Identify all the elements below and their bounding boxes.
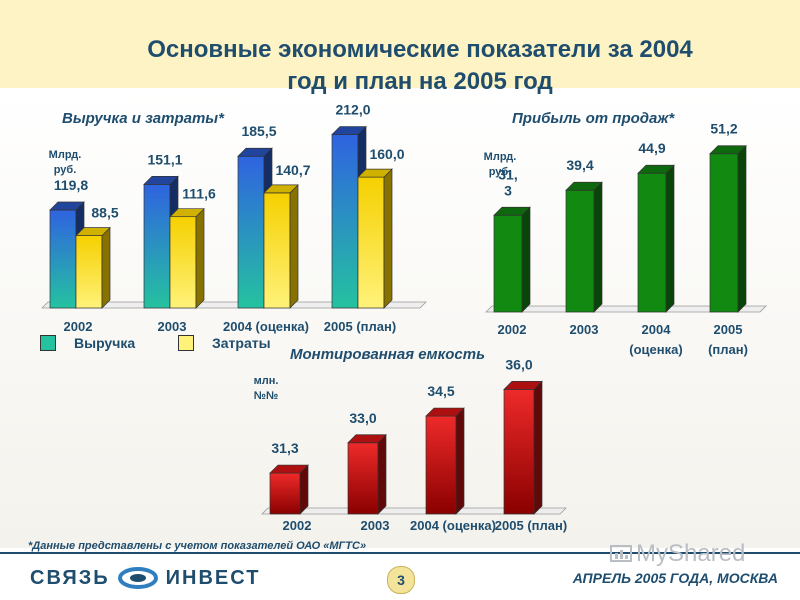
- profit-bar-2004: [637, 164, 675, 313]
- revenue-x-tick-2003: 2003: [158, 319, 187, 334]
- capacity-chart-unit: млн. №№: [246, 374, 286, 404]
- profit-bar-2002: [493, 206, 531, 313]
- costs-label-2004: 140,7: [275, 162, 310, 178]
- capacity-label-2002: 31,3: [271, 440, 298, 456]
- footnote: *Данные представлены с учетом показателе…: [28, 540, 367, 552]
- revenue-chart-unit: Млрд. руб.: [40, 148, 90, 178]
- profit-unit-line-2: руб.: [488, 166, 512, 178]
- costs-label-2003: 111,6: [182, 186, 216, 202]
- legend-costs-label: Затраты: [212, 335, 271, 351]
- watermark: MyShared: [610, 540, 745, 568]
- slide-title-line-2: год и план на 2005 год: [287, 68, 553, 95]
- revenue-label-2002: 119,8: [54, 177, 88, 193]
- profit-bar-2005: [709, 144, 747, 313]
- chart-floor: [261, 507, 567, 515]
- costs-bar-2002: [75, 226, 111, 309]
- profit-bar-2003: [565, 181, 603, 313]
- profit-x-tick-2004: 2004 (оценка): [629, 322, 682, 357]
- company-logo: СВЯЗЬ ИНВЕСТ: [30, 566, 260, 590]
- costs-bar-2005: [357, 168, 393, 309]
- legend-costs: Затраты: [178, 335, 271, 351]
- footer-date: АПРЕЛЬ 2005 ГОДА, МОСКВА: [572, 570, 778, 586]
- revenue-label-2004: 185,5: [241, 123, 276, 139]
- legend-revenue-swatch: [40, 335, 56, 351]
- capacity-chart-title: Монтированная емкость: [290, 346, 485, 363]
- profit-x-tick-2002: 2002: [498, 322, 527, 337]
- logo-swoosh-icon: [117, 567, 158, 589]
- background-map: [0, 88, 800, 548]
- profit-label-2002: 31, 3: [498, 166, 517, 198]
- capacity-label-2003: 33,0: [349, 410, 376, 426]
- slide-title-line-1: Основные экономические показатели за 200…: [147, 36, 693, 63]
- capacity-x-tick-2004: 2004 (оценка): [410, 518, 496, 533]
- revenue-x-tick-2005: 2005 (план): [324, 319, 396, 334]
- revenue-unit-line-1: Млрд.: [48, 149, 82, 161]
- legend-revenue: Выручка: [40, 335, 135, 351]
- chart-floor: [41, 301, 427, 309]
- profit-x-tick-2005: 2005 (план): [708, 322, 748, 357]
- page-number: 3: [387, 566, 415, 594]
- revenue-x-tick-2002: 2002: [64, 319, 93, 334]
- profit-label-2003: 39,4: [566, 157, 593, 173]
- capacity-unit-line-2: №№: [253, 390, 279, 402]
- profit-chart-unit: Млрд. руб.: [475, 150, 525, 180]
- capacity-label-2004: 34,5: [427, 383, 454, 399]
- footer-divider: [0, 552, 800, 554]
- capacity-bar-2003: [347, 433, 387, 515]
- profit-unit-line-1: Млрд.: [483, 151, 517, 163]
- revenue-chart-title: Выручка и затраты*: [62, 110, 224, 127]
- costs-label-2002: 88,5: [91, 205, 118, 221]
- profit-label-2005: 51,2: [710, 121, 737, 137]
- revenue-unit-line-2: руб.: [53, 164, 77, 176]
- chart-floor: [485, 305, 767, 313]
- revenue-label-2003: 151,1: [147, 151, 182, 167]
- watermark-icon: [610, 545, 632, 562]
- capacity-bar-2005: [503, 380, 543, 515]
- costs-bar-2004: [263, 184, 299, 309]
- slide-title: Основные экономические показатели за 200…: [70, 34, 770, 98]
- capacity-x-tick-2002: 2002: [283, 518, 312, 533]
- logo-text-left: СВЯЗЬ: [30, 566, 110, 589]
- capacity-label-2005: 36,0: [505, 356, 532, 372]
- capacity-x-tick-2005: 2005 (план): [495, 518, 567, 533]
- revenue-label-2005: 212,0: [335, 102, 370, 118]
- capacity-bar-2004: [425, 407, 465, 515]
- costs-label-2005: 160,0: [369, 146, 404, 162]
- watermark-text: MyShared: [636, 540, 746, 567]
- revenue-x-tick-2004: 2004 (оценка): [223, 319, 309, 334]
- profit-chart-title: Прибыль от продаж*: [512, 110, 675, 127]
- title-band: [0, 0, 800, 88]
- profit-label-2004: 44,9: [638, 140, 665, 156]
- legend-costs-swatch: [178, 335, 194, 351]
- logo-text-right: ИНВЕСТ: [165, 566, 261, 589]
- legend-revenue-label: Выручка: [74, 335, 136, 351]
- capacity-bar-2002: [269, 464, 309, 515]
- costs-bar-2003: [169, 207, 205, 309]
- capacity-x-tick-2003: 2003: [361, 518, 390, 533]
- profit-x-tick-2003: 2003: [570, 322, 599, 337]
- capacity-unit-line-1: млн.: [253, 375, 279, 387]
